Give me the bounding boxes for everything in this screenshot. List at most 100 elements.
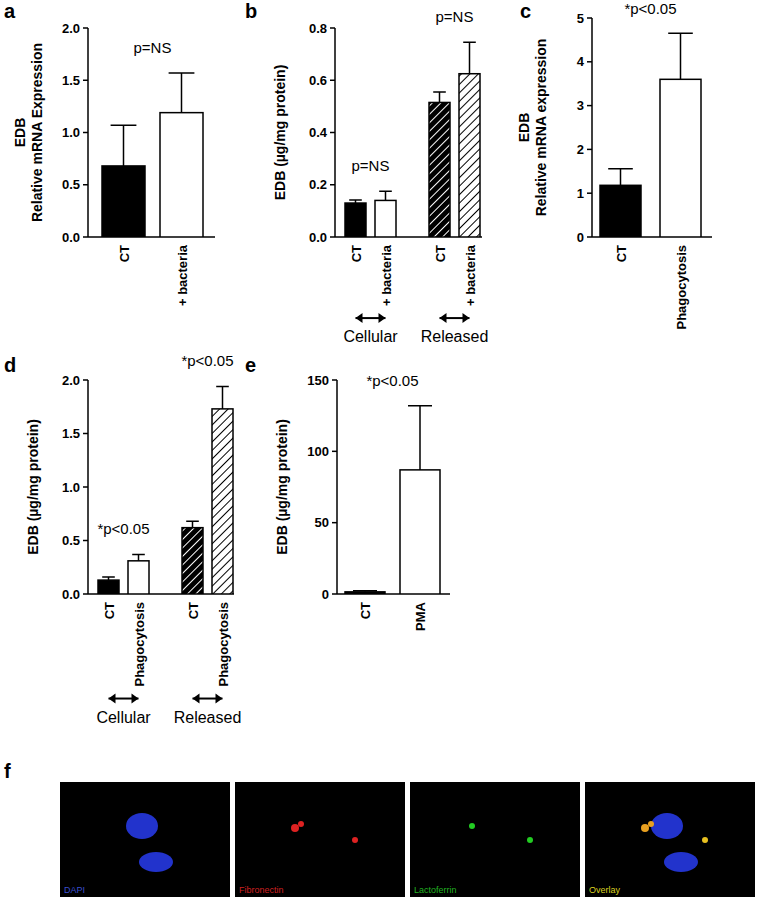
nucleus [651, 813, 683, 839]
marks [102, 73, 203, 237]
y-tick-label: 0.8 [309, 21, 327, 36]
y-tick-label: 5 [577, 11, 584, 26]
y-label: EDB (µg/mg protein) [272, 65, 288, 201]
y-tick-label: 0.5 [62, 177, 80, 192]
y-tick [83, 379, 88, 381]
y-tick-label: 0 [577, 230, 584, 245]
y-tick [83, 486, 88, 488]
x-tick-label: CT [433, 245, 448, 262]
x-tick-label: + bacteria [175, 244, 190, 306]
nucleus [139, 852, 173, 872]
spot [352, 837, 358, 843]
nucleus [664, 852, 698, 872]
y-tick [83, 540, 88, 542]
marks [98, 386, 233, 594]
error-bar [433, 92, 446, 102]
y-tick [332, 379, 337, 381]
annotation: *p<0.05 [366, 372, 418, 389]
marks [345, 42, 480, 237]
y-tick-label: 0.2 [309, 177, 327, 192]
spot [291, 824, 299, 832]
panel-label: b [245, 0, 257, 22]
panel-label: f [4, 760, 11, 782]
y-tick-label: 0.0 [62, 230, 80, 245]
group-label: Cellular [96, 709, 151, 726]
x-tick-label: CT [614, 245, 629, 262]
panel-0: a 0.0 0.5 1.0 1.5 2.0 EDBRelative mRNA Express… [4, 0, 215, 306]
bar [128, 561, 149, 594]
y-tick [587, 192, 592, 194]
error-bar [349, 200, 362, 203]
y-label: EDB [12, 118, 28, 148]
y-tick [330, 27, 335, 29]
bar [660, 79, 701, 237]
bar [375, 200, 396, 237]
bar [345, 592, 385, 594]
annotation: p=NS [352, 157, 390, 174]
error-bar [608, 169, 633, 186]
y-tick [332, 593, 337, 595]
y-tick [330, 80, 335, 82]
group-arrowhead [193, 694, 223, 704]
annotation: p=NS [134, 39, 172, 56]
y-tick-label: 0.0 [309, 230, 327, 245]
y-tick-label: 50 [315, 515, 329, 530]
x-tick-label: Phagocytosis [216, 602, 231, 687]
error-bar [463, 42, 476, 73]
bar [459, 74, 480, 237]
bar [429, 102, 450, 237]
y-tick [587, 236, 592, 238]
x-tick-label: + bacteria [463, 244, 478, 306]
image-label: Lactoferrin [414, 885, 457, 895]
panel-label: a [4, 0, 16, 22]
y-tick-label: 0.5 [62, 533, 80, 548]
y-axis [336, 380, 338, 594]
error-bar [111, 125, 137, 166]
x-tick-label: + bacteria [379, 244, 394, 306]
spot [527, 837, 533, 843]
y-tick-label: 2 [577, 142, 584, 157]
y-tick-label: 1.5 [62, 426, 80, 441]
y-tick-label: 0 [322, 587, 329, 602]
y-tick-label: 100 [307, 444, 329, 459]
panel-label: d [4, 354, 16, 376]
image-frame [235, 782, 405, 897]
error-bar [216, 386, 229, 408]
y-tick [83, 27, 88, 29]
image-frame [410, 782, 580, 897]
error-bar [169, 73, 195, 113]
spot [298, 821, 304, 827]
y-tick [587, 17, 592, 19]
y-tick-label: 2.0 [62, 21, 80, 36]
group-label: Released [421, 328, 489, 345]
y-tick-label: 1.5 [62, 73, 80, 88]
bar [160, 113, 203, 237]
figure: a 0.0 0.5 1.0 1.5 2.0 EDBRelative mRNA Express… [0, 0, 761, 903]
panel-f: fDAPIFibronectinLactoferrinOverlay [4, 760, 755, 897]
spot [469, 823, 475, 829]
y-tick [330, 236, 335, 238]
y-tick [330, 184, 335, 186]
image-label: Overlay [589, 885, 621, 895]
x-tick-label: Phagocytosis [132, 602, 147, 687]
group-label: Released [174, 709, 242, 726]
y-tick [83, 184, 88, 186]
y-tick [83, 236, 88, 238]
annotation: *p<0.05 [97, 520, 149, 537]
error-bar [668, 33, 693, 79]
y-tick-label: 0.0 [62, 587, 80, 602]
x-tick-label: CT [358, 602, 373, 619]
y-tick-label: 1.0 [62, 125, 80, 140]
spot [648, 821, 654, 827]
y-tick [83, 80, 88, 82]
x-tick-label: CT [117, 245, 132, 262]
y-label: Relative mRNA Expression [29, 43, 45, 222]
bar [182, 528, 203, 594]
image-label: Fibronectin [239, 885, 284, 895]
annotation: *p<0.05 [624, 0, 676, 17]
x-tick-label: Phagocytosis [674, 245, 689, 330]
y-tick-label: 0.4 [309, 125, 328, 140]
group-label: Cellular [343, 328, 398, 345]
marks [600, 33, 701, 237]
spot [702, 837, 708, 843]
